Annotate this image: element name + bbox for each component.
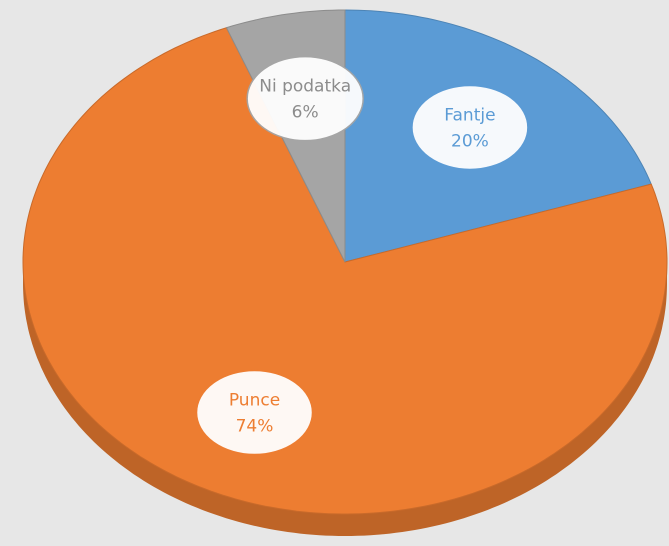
value-label: 6% (292, 103, 319, 123)
label-bubble (195, 369, 314, 456)
category-label: Ni podatka (259, 77, 351, 97)
category-label: Punce (229, 390, 280, 410)
pie-slice (22, 27, 668, 515)
label-bubble (246, 55, 364, 142)
value-label: 74% (236, 416, 274, 436)
category-label: Fantje (444, 105, 495, 125)
label-bubble (411, 84, 529, 171)
value-label: 20% (451, 131, 489, 151)
